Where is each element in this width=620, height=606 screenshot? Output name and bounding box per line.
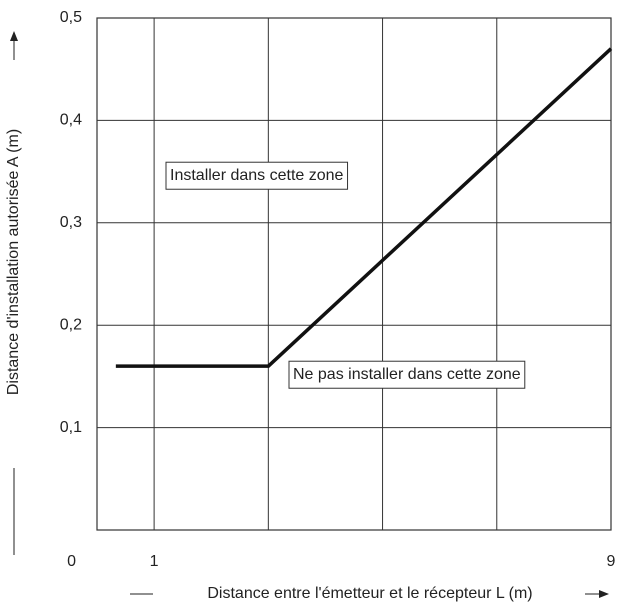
y-tick-label: 0,3 <box>60 214 82 231</box>
data-line <box>115 47 613 368</box>
annotation: Ne pas installer dans cette zone <box>293 366 521 383</box>
y-tick-label: 0,5 <box>60 9 82 26</box>
annotation-box <box>288 360 526 389</box>
y-tick-label: 0,1 <box>60 419 82 436</box>
y-axis-label: Distance d'installation autorisée A (m) <box>5 129 22 395</box>
annotation-box <box>165 161 349 190</box>
y-tick-label: 0,2 <box>60 316 82 333</box>
grid <box>97 17 612 531</box>
plot-frame <box>96 17 612 531</box>
x-axis-label: Distance entre l'émetteur et le récepteu… <box>207 585 532 602</box>
y-tick-label: 0 <box>67 553 76 570</box>
x-tick-label: 1 <box>150 553 159 570</box>
annotation: Installer dans cette zone <box>170 167 344 184</box>
x-tick-label: 9 <box>607 553 616 570</box>
y-tick-label: 0,4 <box>60 112 82 129</box>
